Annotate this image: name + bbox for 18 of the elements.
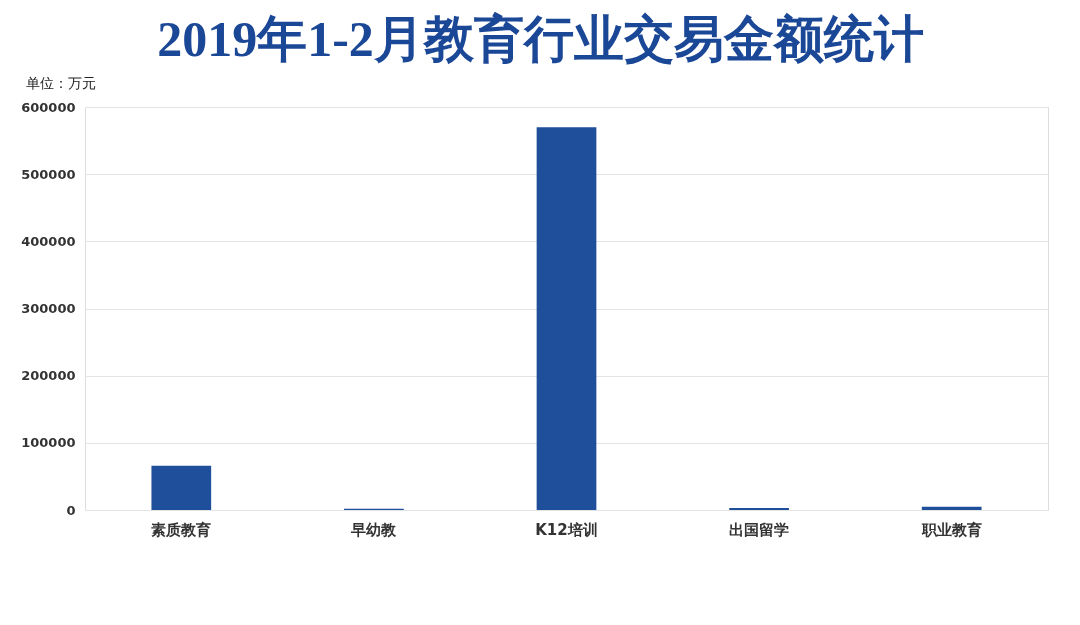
chart-title: 2019年1-2月教育行业交易金额统计	[157, 11, 924, 67]
y-tick-label: 200000	[21, 368, 76, 384]
x-tick-label: 职业教育	[920, 520, 982, 539]
x-tick-label: 素质教育	[151, 520, 212, 539]
y-tick-label: 300000	[21, 301, 76, 316]
x-tick-label: 早幼教	[350, 520, 398, 539]
bar	[729, 507, 789, 510]
x-tick-label: K12培训	[535, 520, 598, 539]
y-tick-label: 600000	[21, 99, 76, 115]
bar	[151, 465, 212, 510]
x-tick-label: 出国留学	[729, 520, 790, 539]
y-axis-title: 单位：万元	[25, 74, 96, 91]
bar	[921, 506, 982, 510]
y-tick-label: 400000	[21, 233, 76, 249]
y-tick-label: 100000	[21, 435, 76, 451]
bar	[536, 127, 597, 510]
y-tick-label: 0	[66, 502, 76, 518]
y-tick-label: 500000	[21, 166, 76, 182]
